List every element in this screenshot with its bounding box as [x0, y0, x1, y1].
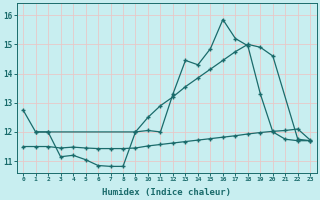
X-axis label: Humidex (Indice chaleur): Humidex (Indice chaleur) [102, 188, 231, 197]
